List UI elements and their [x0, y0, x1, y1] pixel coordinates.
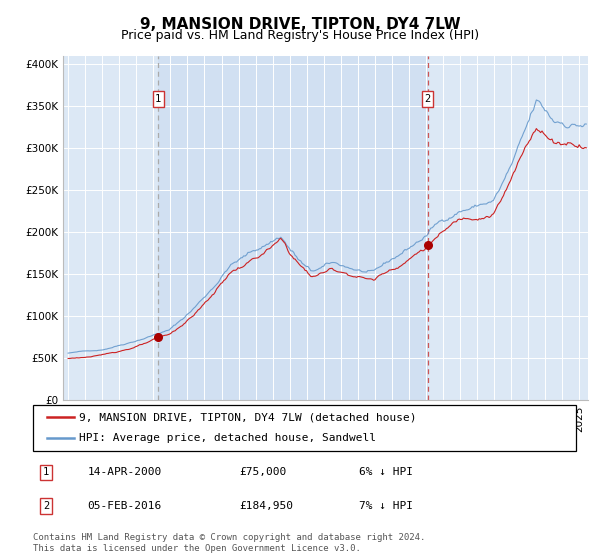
Point	[70, 414, 77, 421]
Point	[43, 435, 50, 442]
Text: 2: 2	[424, 94, 431, 104]
Text: 14-APR-2000: 14-APR-2000	[88, 468, 161, 478]
Text: Contains HM Land Registry data © Crown copyright and database right 2024.
This d: Contains HM Land Registry data © Crown c…	[33, 533, 425, 553]
Text: 1: 1	[43, 468, 49, 478]
Text: 9, MANSION DRIVE, TIPTON, DY4 7LW (detached house): 9, MANSION DRIVE, TIPTON, DY4 7LW (detac…	[79, 412, 416, 422]
Text: £75,000: £75,000	[239, 468, 287, 478]
Text: 2: 2	[43, 501, 49, 511]
Text: Price paid vs. HM Land Registry's House Price Index (HPI): Price paid vs. HM Land Registry's House …	[121, 29, 479, 42]
Bar	[158, 56, 428, 400]
Text: £184,950: £184,950	[239, 501, 293, 511]
Text: HPI: Average price, detached house, Sandwell: HPI: Average price, detached house, Sand…	[79, 433, 376, 444]
Point	[70, 435, 77, 442]
Point	[43, 414, 50, 421]
Text: 6% ↓ HPI: 6% ↓ HPI	[359, 468, 413, 478]
Text: 9, MANSION DRIVE, TIPTON, DY4 7LW: 9, MANSION DRIVE, TIPTON, DY4 7LW	[140, 17, 460, 32]
Text: 7% ↓ HPI: 7% ↓ HPI	[359, 501, 413, 511]
Text: 05-FEB-2016: 05-FEB-2016	[88, 501, 161, 511]
Text: 1: 1	[155, 94, 161, 104]
